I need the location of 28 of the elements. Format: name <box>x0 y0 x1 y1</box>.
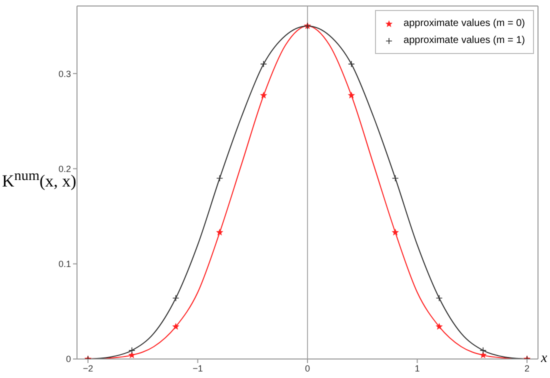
point <box>216 174 224 182</box>
point <box>128 351 136 358</box>
point <box>392 228 399 236</box>
x-tick-label: 0 <box>304 363 310 374</box>
legend-label: approximate values (m = 1) <box>404 34 525 48</box>
point <box>348 92 356 99</box>
point <box>260 92 268 99</box>
point <box>260 60 267 68</box>
point <box>436 294 443 302</box>
y-tick-label: 0.1 <box>58 259 71 270</box>
x-tick-label: −2 <box>82 363 94 374</box>
point <box>216 228 224 236</box>
point <box>128 347 136 354</box>
y-tick-label: 0 <box>66 354 71 364</box>
point <box>172 294 180 302</box>
x-tick-label: 2 <box>524 363 530 374</box>
point <box>172 322 180 330</box>
point <box>436 322 443 330</box>
y-tick-label: 0.2 <box>58 164 71 174</box>
legend-label: approximate values (m = 0) <box>404 17 525 31</box>
point <box>348 60 355 68</box>
point <box>480 351 487 358</box>
y-tick-label: 0.3 <box>58 68 71 79</box>
x-tick-label: −1 <box>192 363 203 374</box>
x-tick-label: 1 <box>414 363 420 374</box>
point <box>392 174 399 182</box>
x-axis-title: x <box>541 351 548 367</box>
point <box>480 347 487 354</box>
